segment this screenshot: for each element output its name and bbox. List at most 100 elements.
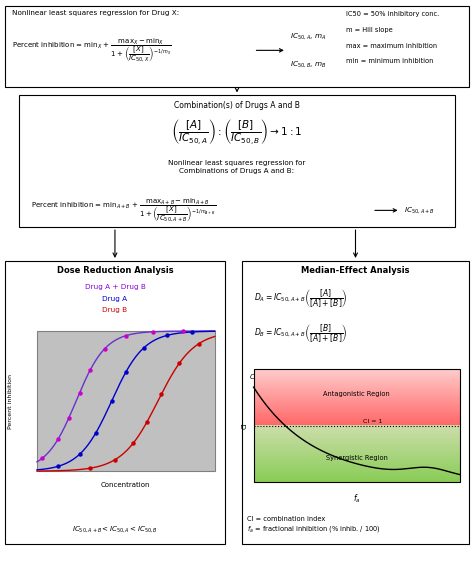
- Bar: [254, 452, 460, 453]
- Bar: [254, 449, 460, 450]
- Bar: [254, 382, 460, 383]
- Bar: [254, 391, 460, 393]
- Bar: [254, 433, 460, 434]
- Bar: [254, 441, 460, 442]
- Text: Percent inhibition = min$_X$ + $\dfrac{\mathrm{max}_X - \mathrm{min}_X}{1 + \lef: Percent inhibition = min$_X$ + $\dfrac{\…: [12, 36, 172, 64]
- Bar: [254, 388, 460, 390]
- Text: Drug B: Drug B: [102, 307, 128, 313]
- Text: CI = 1: CI = 1: [364, 419, 383, 424]
- Text: Combination(s) of Drugs A and B: Combination(s) of Drugs A and B: [174, 101, 300, 110]
- Text: $D_A = IC_{50,A+B}\left(\dfrac{[A]}{[A]+[B]}\right)$: $D_A = IC_{50,A+B}\left(\dfrac{[A]}{[A]+…: [254, 288, 347, 310]
- Bar: [254, 443, 460, 444]
- Text: Percent inhibition = min$_{A+B}$ + $\dfrac{\mathrm{max}_{A+B} - \mathrm{min}_{A+: Percent inhibition = min$_{A+B}$ + $\dfr…: [31, 196, 216, 224]
- Bar: [254, 399, 460, 401]
- Bar: [254, 404, 460, 405]
- Bar: [254, 371, 460, 372]
- Bar: [254, 387, 460, 388]
- Bar: [254, 388, 460, 389]
- Bar: [254, 438, 460, 439]
- Text: CI = combination index: CI = combination index: [247, 516, 326, 522]
- Bar: [254, 430, 460, 431]
- Bar: [254, 379, 460, 380]
- Bar: [254, 459, 460, 461]
- Bar: [254, 384, 460, 385]
- Bar: [254, 436, 460, 437]
- Bar: [254, 480, 460, 482]
- Bar: [254, 449, 460, 450]
- Bar: [254, 384, 460, 385]
- Bar: [254, 431, 460, 432]
- Bar: [254, 407, 460, 409]
- Bar: [254, 471, 460, 472]
- Bar: [254, 435, 460, 436]
- Text: $f_a$ = fractional inhibition (% inhib. / 100): $f_a$ = fractional inhibition (% inhib. …: [247, 524, 382, 534]
- Bar: [254, 452, 460, 453]
- Bar: [254, 383, 460, 384]
- Bar: [254, 420, 460, 421]
- Bar: [254, 462, 460, 463]
- Bar: [254, 390, 460, 391]
- Bar: [254, 481, 460, 482]
- Bar: [254, 424, 460, 425]
- Bar: [254, 431, 460, 433]
- Bar: [254, 422, 460, 423]
- Bar: [254, 397, 460, 398]
- Bar: [254, 477, 460, 478]
- Text: CI: CI: [242, 422, 248, 429]
- Bar: [254, 458, 460, 460]
- Bar: [254, 445, 460, 447]
- Bar: [254, 460, 460, 461]
- Bar: [254, 393, 460, 394]
- Bar: [254, 392, 460, 393]
- Bar: [254, 414, 460, 415]
- Bar: [254, 442, 460, 443]
- Text: Drug A: Drug A: [102, 296, 128, 302]
- Bar: [254, 390, 460, 392]
- Bar: [254, 437, 460, 439]
- Bar: [37, 331, 215, 471]
- Bar: [254, 418, 460, 420]
- Bar: [254, 455, 460, 456]
- Text: Dose Reduction Analysis: Dose Reduction Analysis: [56, 266, 173, 275]
- Bar: [254, 464, 460, 466]
- Bar: [254, 376, 460, 378]
- Bar: [254, 369, 460, 482]
- Bar: [254, 401, 460, 402]
- Bar: [254, 425, 460, 426]
- Bar: [254, 448, 460, 449]
- Bar: [254, 471, 460, 472]
- Bar: [254, 380, 460, 381]
- Text: Median-Effect Analysis: Median-Effect Analysis: [301, 266, 410, 275]
- Bar: [254, 394, 460, 396]
- Bar: [254, 450, 460, 452]
- Bar: [254, 398, 460, 399]
- Bar: [254, 389, 460, 390]
- Bar: [254, 416, 460, 417]
- Bar: [254, 444, 460, 445]
- Text: IC50 = 50% inhibitory conc.: IC50 = 50% inhibitory conc.: [346, 11, 439, 17]
- Bar: [254, 376, 460, 377]
- Bar: [254, 428, 460, 429]
- Bar: [254, 401, 460, 402]
- Bar: [254, 402, 460, 403]
- Text: Percent inhibition: Percent inhibition: [8, 374, 13, 429]
- Bar: [254, 465, 460, 466]
- Bar: [254, 369, 460, 370]
- Bar: [242, 261, 469, 544]
- Bar: [254, 406, 460, 407]
- Bar: [254, 454, 460, 456]
- Bar: [254, 403, 460, 404]
- Bar: [254, 395, 460, 396]
- Bar: [254, 473, 460, 474]
- Bar: [254, 467, 460, 468]
- Text: $D_B = IC_{50,A+B}\left(\dfrac{[B]}{[A]+[B]}\right)$: $D_B = IC_{50,A+B}\left(\dfrac{[B]}{[A]+…: [254, 323, 347, 344]
- Bar: [254, 408, 460, 410]
- Bar: [254, 439, 460, 441]
- Bar: [254, 374, 460, 375]
- Bar: [254, 410, 460, 412]
- Bar: [254, 422, 460, 424]
- Bar: [254, 457, 460, 458]
- Bar: [254, 415, 460, 416]
- Bar: [254, 466, 460, 467]
- Bar: [254, 412, 460, 414]
